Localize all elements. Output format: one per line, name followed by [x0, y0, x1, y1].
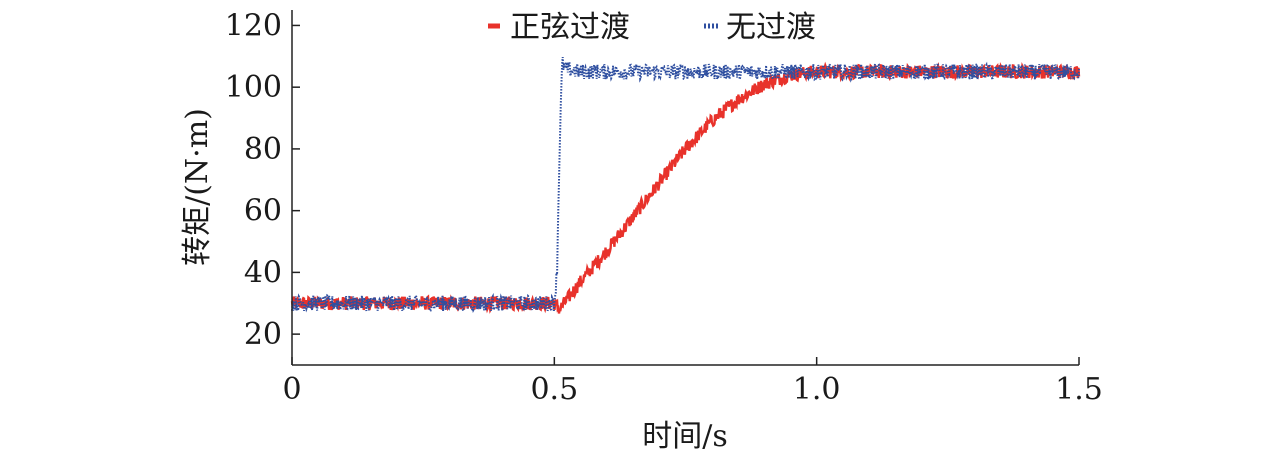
y-tick-label: 60 — [244, 194, 282, 229]
y-axis-title: 转矩/(N·m) — [180, 108, 215, 266]
x-tick-label: 1.5 — [1055, 372, 1103, 407]
y-tick-label: 100 — [225, 70, 282, 105]
legend: 正弦过渡 无过渡 — [488, 10, 816, 45]
y-tick-label: 40 — [244, 255, 282, 290]
x-tick-label: 0 — [282, 372, 301, 407]
legend-label-none: 无过渡 — [726, 10, 816, 45]
legend-label-sine: 正弦过渡 — [510, 10, 630, 45]
x-tick-label: 0.5 — [530, 372, 578, 407]
axes-layer: 20 40 60 80 100 120 0 0.5 1.0 1.5 — [225, 8, 1103, 407]
x-axis-title: 时间/s — [642, 419, 728, 454]
y-tick-label: 80 — [244, 132, 282, 167]
series-sine-transition — [290, 61, 1081, 314]
x-tick-label: 1.0 — [793, 372, 841, 407]
series-layer — [290, 57, 1081, 314]
series-no-transition — [291, 57, 1080, 314]
y-tick-label: 120 — [225, 8, 282, 43]
y-tick-label: 20 — [244, 317, 282, 352]
series-line — [291, 57, 1080, 314]
series-line — [290, 61, 1081, 314]
